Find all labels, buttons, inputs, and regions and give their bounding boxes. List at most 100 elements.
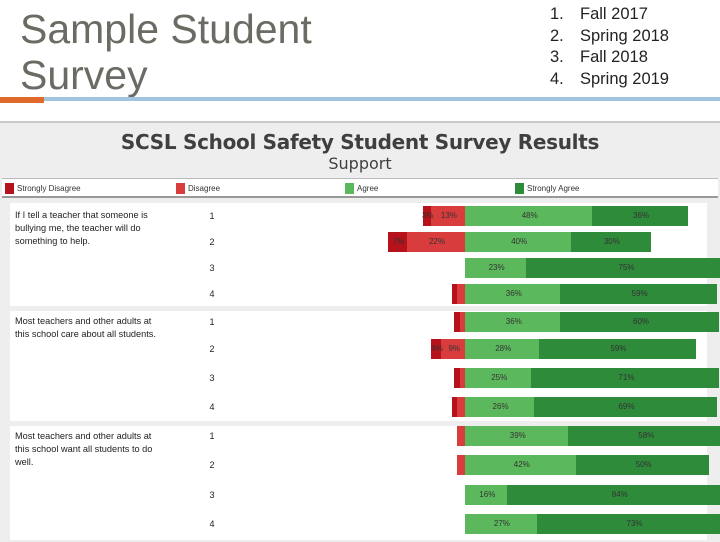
row-label: 1 [209,317,215,327]
term-number: 1. [550,5,564,23]
bar-agree [465,455,577,475]
bar-strongly-disagree [430,339,442,359]
term-list: 1. Fall 2017 2. Spring 2018 3. Fall 2018 4.… [550,4,669,90]
term-item: 4. Spring 2019 [550,69,669,91]
legend-swatch-strongly-agree [515,182,524,194]
term-number: 2. [550,26,564,45]
question-text-1: If I tell a teacher that someone is bull… [15,210,148,246]
term-number: 4. [550,69,564,88]
data-label: 71% [618,373,635,382]
bar-disagree [457,284,465,304]
bar-strongly-agree [571,232,651,252]
slide-title-line: Sample Student Survey [20,6,312,98]
bar-strongly-agree [531,368,720,388]
term-number: 3. [550,48,564,66]
data-label: 73% [626,519,643,528]
legend-item-disagree: Disagree [176,182,220,194]
bar-disagree [459,312,465,332]
bar-agree [465,368,532,388]
term-item: 2. Spring 2018 [550,26,669,48]
term-item: 1. Fall 2017 [550,4,669,26]
data-label: 75% [618,263,635,272]
data-label: 13% [440,211,457,220]
title-accent-box [0,97,44,103]
legend-swatch-disagree [176,182,185,194]
bar-disagree [457,397,465,417]
bar-agree [465,206,593,226]
bar-strongly-disagree [451,284,458,304]
row-label: 2 [209,460,215,470]
data-label: 36% [633,211,650,220]
term-label: Spring 2019 [580,69,669,88]
data-label: 28% [495,344,512,353]
bar-agree [465,284,561,304]
data-label: 39% [509,431,526,440]
bar-agree [465,485,508,505]
bar-strongly-agree [576,455,709,475]
legend-swatch-strongly-disagree [5,182,14,194]
row-label: 3 [209,373,215,383]
bar-strongly-disagree [422,206,431,226]
bar-agree [465,232,571,252]
bar-strongly-agree [592,206,688,226]
row-label: 2 [209,237,215,247]
data-label: 27% [493,519,510,528]
data-label: 25% [491,373,508,382]
data-label: 30% [603,237,620,246]
legend-item-strongly-agree: Strongly Agree [515,182,579,194]
bar-strongly-disagree [454,368,460,388]
bar-agree [465,312,561,332]
data-label: 84% [611,490,628,499]
bar-agree [465,339,540,359]
bar-agree [465,514,537,534]
bar-disagree [441,339,465,359]
chart-subtitle: Support [328,154,392,173]
bar-strongly-agree [560,284,717,304]
legend-label: Strongly Agree [527,183,580,193]
data-label: 22% [428,237,445,246]
bar-strongly-agree [560,312,720,332]
slide-title: Sample Student Survey [20,6,360,98]
bar-strongly-agree [525,258,720,278]
data-label: 58% [638,431,655,440]
chart-title: SCSL School Safety Student Survey Result… [120,130,600,154]
term-item: 3. Fall 2018 [550,47,669,69]
bar-disagree [457,426,465,446]
bar-agree [465,426,569,446]
data-label: 36% [505,289,522,298]
title-accent-line [44,97,720,101]
bar-strongly-disagree [454,312,460,332]
data-label: 69% [618,402,635,411]
data-label: 23% [488,263,505,272]
bar-disagree [430,206,465,226]
row-label: 3 [209,490,215,500]
data-label: 7% [392,237,405,246]
bar-disagree [406,232,465,252]
bar-strongly-disagree [451,397,458,417]
row-label: 2 [209,344,215,354]
data-label: 50% [635,460,652,469]
data-label: 4% [431,344,443,353]
bar-strongly-disagree [388,232,407,252]
data-label: 26% [492,402,509,411]
row-label: 3 [209,263,215,273]
legend-label: Agree [357,183,379,193]
row-label: 4 [209,402,215,412]
data-label: 16% [479,490,496,499]
bar-disagree [459,368,465,388]
question-text-3: Most teachers and other adults at this s… [15,431,153,467]
term-label: Fall 2017 [580,5,648,23]
bar-strongly-agree [507,485,720,505]
legend-item-strongly-disagree: Strongly Disagree [5,182,81,194]
bar-strongly-agree [539,339,696,359]
bar-agree [465,397,534,417]
bar-agree [465,258,526,278]
data-label: 48% [521,211,538,220]
data-label: 40% [511,237,528,246]
row-label: 1 [209,211,215,221]
data-label: 9% [448,344,461,353]
legend-item-agree: Agree [345,182,378,194]
term-label: Spring 2018 [580,26,669,45]
legend-label: Strongly Disagree [17,183,81,193]
row-label: 1 [209,431,215,441]
